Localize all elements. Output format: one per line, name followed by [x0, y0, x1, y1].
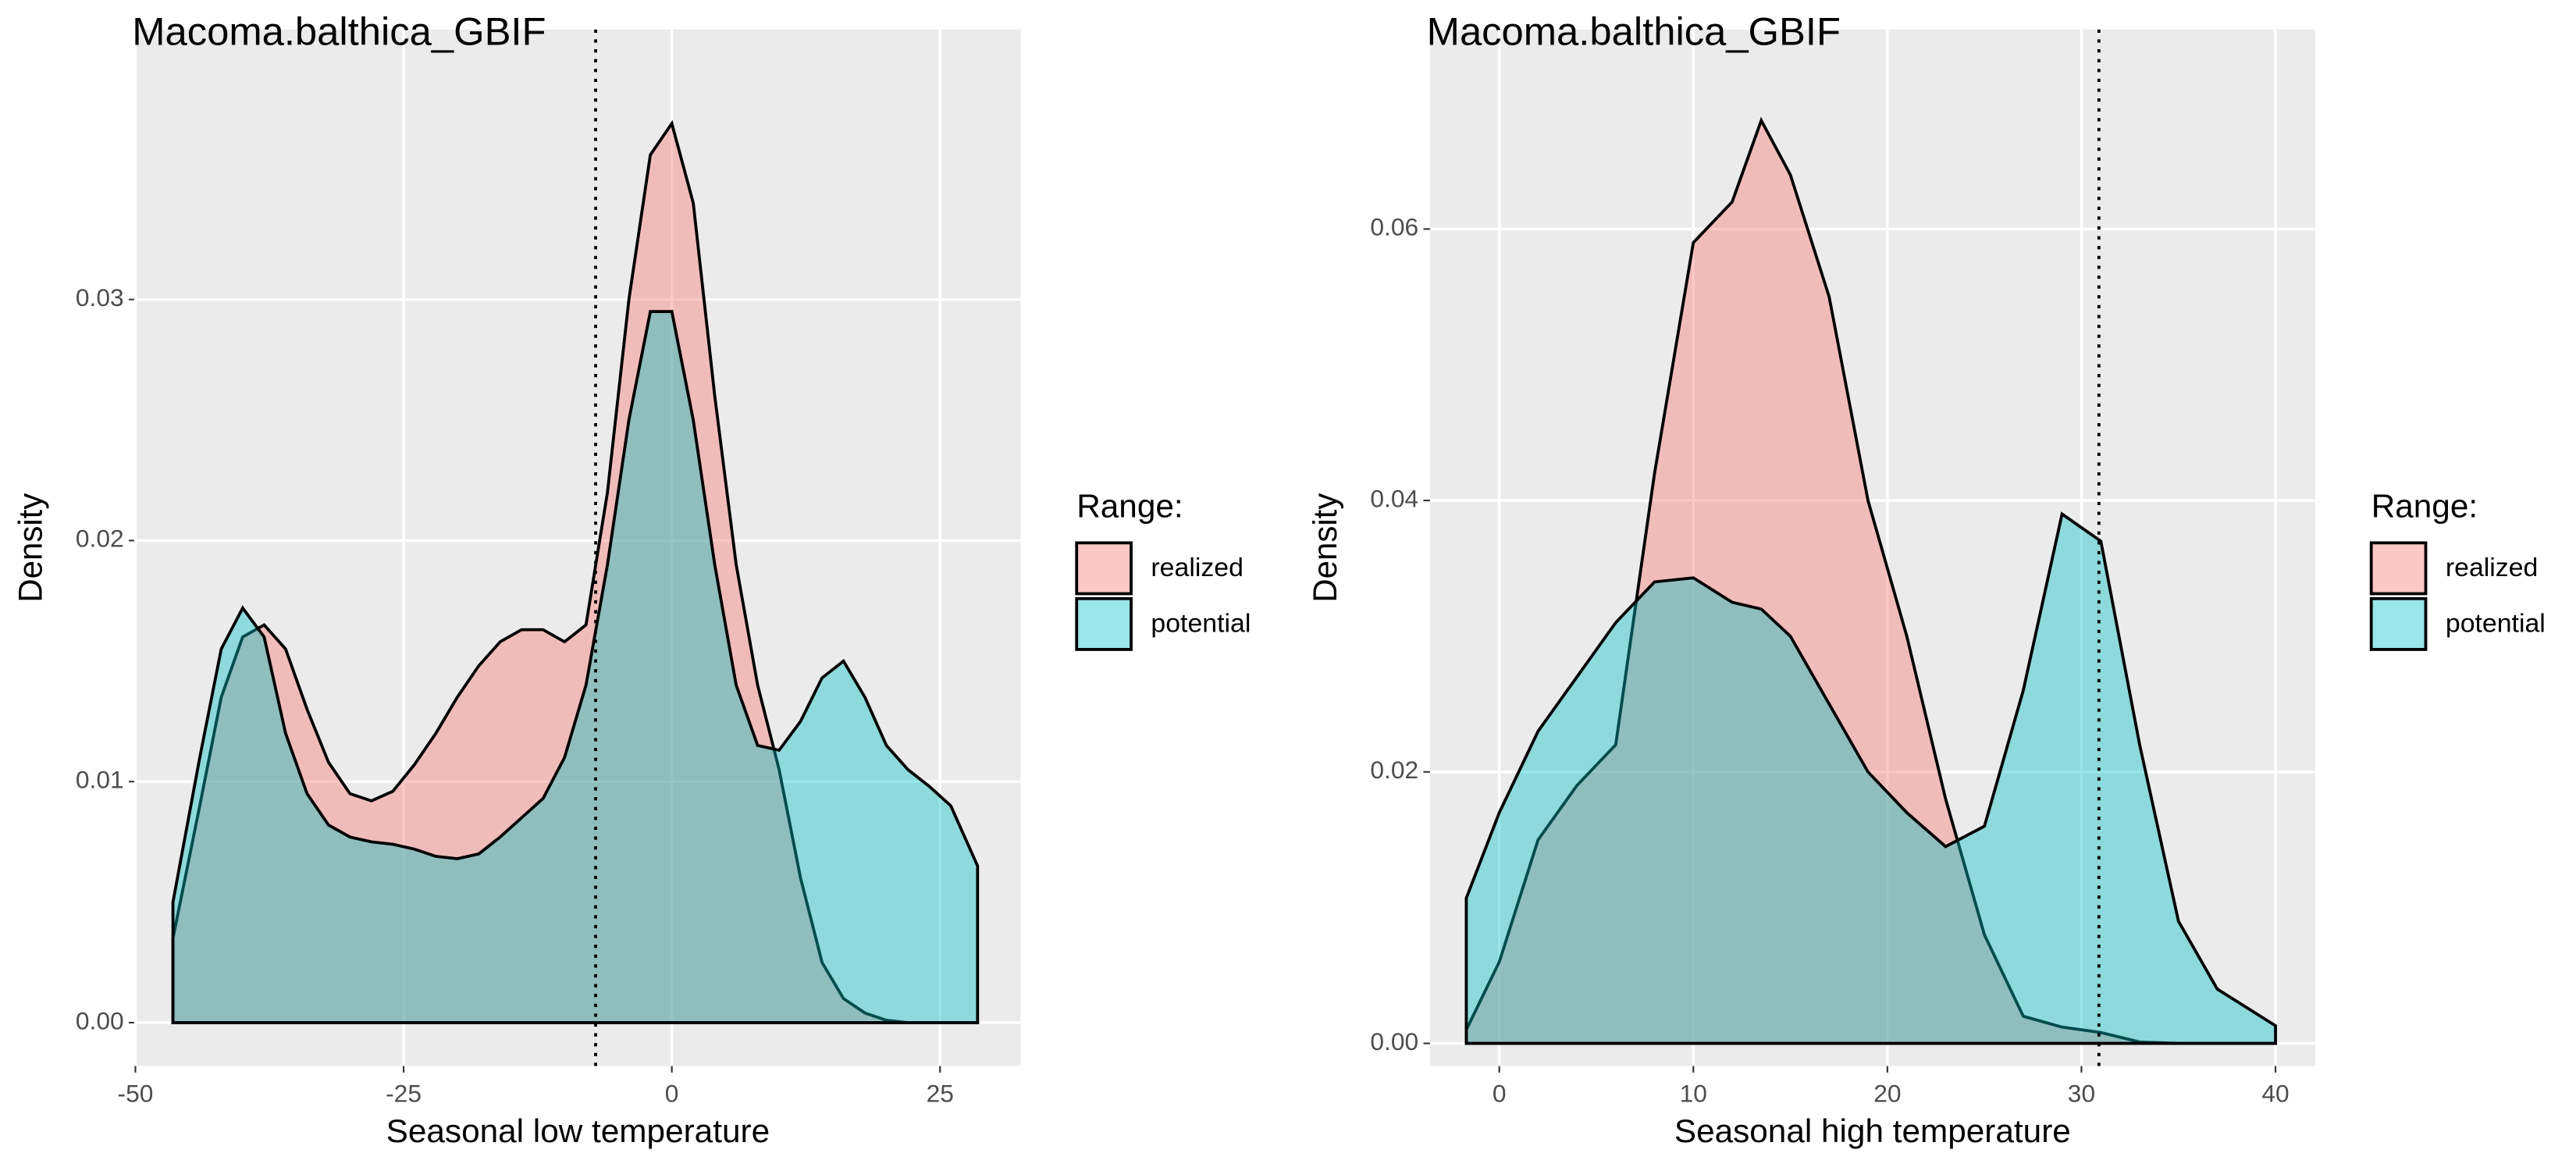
x-tick-label: 25 [927, 1080, 954, 1108]
x-tick-label: -50 [118, 1080, 154, 1108]
plot-background [1429, 29, 2315, 1066]
legend-swatch [2369, 541, 2428, 596]
density-area [1464, 511, 2277, 1045]
plot-background [135, 29, 1021, 1066]
legend-title: Range: [1076, 487, 1183, 524]
y-tick-label: 0.03 [76, 283, 124, 311]
x-tick-label: 30 [2068, 1080, 2095, 1108]
y-tick-label: 0.02 [1370, 756, 1418, 784]
x-axis-label: Seasonal low temperature [386, 1112, 770, 1149]
density-area [171, 310, 980, 1024]
legend-title: Range: [2371, 487, 2478, 524]
y-axis-label: Density [1307, 493, 1343, 603]
x-tick-label: 0 [1493, 1080, 1507, 1108]
y-tick-label: 0.06 [1370, 213, 1418, 241]
x-tick-label: 20 [1873, 1080, 1901, 1108]
legend-swatch [1075, 596, 1133, 651]
chart-title: Macoma.balthica_GBIF [132, 9, 546, 54]
legend-label: realized [2446, 553, 2539, 582]
y-tick-label: 0.04 [1370, 485, 1418, 513]
x-tick-label: 40 [2261, 1080, 2289, 1108]
chart-title: Macoma.balthica_GBIF [1427, 9, 1841, 54]
y-axis-label: Density [12, 493, 48, 603]
x-tick-label: 0 [665, 1080, 679, 1108]
y-tick-label: 0.00 [76, 1006, 124, 1034]
x-axis-label: Seasonal high temperature [1674, 1112, 2071, 1149]
x-tick-label: -25 [386, 1080, 422, 1108]
legend-label: potential [1151, 608, 1251, 638]
density-area [171, 119, 980, 1024]
x-tick-label: 10 [1680, 1080, 1707, 1108]
legend-label: potential [2446, 608, 2546, 638]
y-tick-label: 0.01 [76, 766, 124, 794]
y-tick-label: 0.02 [76, 525, 124, 553]
y-tick-label: 0.00 [1370, 1027, 1418, 1055]
legend-label: realized [1151, 553, 1244, 582]
legend-swatch [1075, 541, 1133, 596]
legend-swatch [2369, 596, 2428, 651]
